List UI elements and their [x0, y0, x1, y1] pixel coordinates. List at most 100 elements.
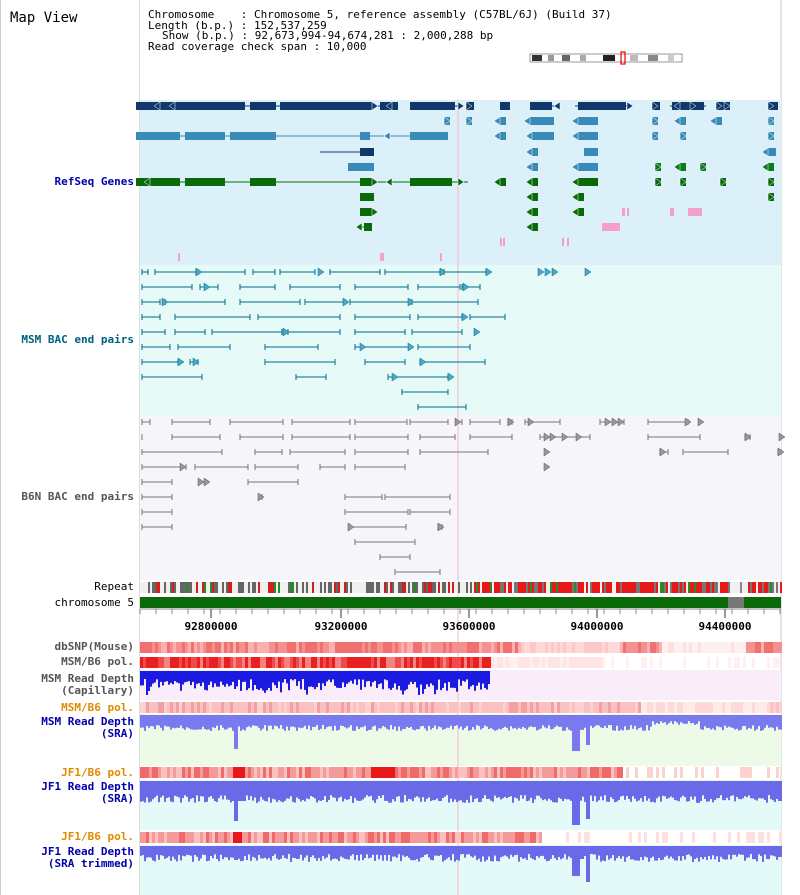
msmsra-bar: [732, 715, 734, 728]
jf1trim-bar: [746, 846, 748, 858]
jf1sra-bar: [772, 781, 774, 801]
jf1sra-bar: [166, 781, 168, 798]
jf1sra-bar: [626, 781, 628, 797]
repeat-element: [494, 582, 496, 593]
msm-b6-pol-track[interactable]: [140, 657, 779, 668]
pol3-cell: [344, 767, 347, 778]
pol3-cell: [650, 767, 653, 778]
capdepth-bar: [144, 671, 146, 680]
capdepth-bar: [436, 671, 438, 690]
pol2-cell: [626, 702, 629, 713]
repeat-element: [710, 582, 712, 593]
pol4-cell: [449, 832, 452, 843]
repeat-element: [666, 582, 668, 593]
msm-end-arrow: [407, 297, 415, 307]
pol1-cell: [497, 657, 500, 668]
pol3-cell: [197, 767, 200, 778]
msmsra-bar: [444, 715, 446, 729]
capdepth-bar: [204, 671, 206, 690]
gene-exon: [360, 208, 372, 216]
pol3-cell: [566, 767, 569, 778]
jf1trim-bar: [464, 846, 466, 858]
b6n-bac-pairs-track[interactable]: [141, 417, 786, 575]
jf1-b6-pol-track-2[interactable]: [140, 832, 782, 843]
jf1trim-bar: [236, 846, 238, 860]
dbsnp-cell: [308, 642, 311, 653]
repeat-element: [750, 582, 752, 593]
msmsra-bar: [530, 715, 532, 727]
jf1sra-bar: [684, 781, 686, 798]
pol4-cell: [749, 832, 752, 843]
msmsra-bar: [638, 715, 640, 729]
chromosome-bar[interactable]: [140, 597, 781, 608]
jf1sra-bar: [424, 781, 426, 802]
jf1sra-bar: [146, 781, 148, 798]
msm-sra-depth-track[interactable]: [140, 715, 782, 751]
pol4-cell: [317, 832, 320, 843]
jf1trim-bar: [390, 846, 392, 862]
pol1-cell: [404, 657, 407, 668]
jf1sra-bar: [588, 781, 590, 819]
pol2-cell: [257, 702, 260, 713]
jf1sra-bar: [594, 781, 596, 797]
jf1trim-bar: [458, 846, 460, 861]
capdepth-bar: [248, 671, 250, 689]
repeat-element: [210, 582, 212, 593]
jf1-b6-pol-track[interactable]: [140, 767, 779, 778]
jf1sra-bar: [338, 781, 340, 798]
repeat-element: [524, 582, 526, 593]
refseq-genes-track[interactable]: [136, 101, 778, 261]
repeat-element: [700, 582, 702, 593]
jf1sra-bar: [750, 781, 752, 799]
pol2-cell: [281, 702, 284, 713]
msmsra-bar: [730, 715, 732, 728]
dbsnp-cell: [575, 642, 578, 653]
jf1sra-bar: [544, 781, 546, 800]
jf1sra-bar: [764, 781, 766, 801]
pol4-cell: [173, 832, 176, 843]
pol2-cell: [491, 702, 494, 713]
repeat-element: [624, 582, 626, 593]
jf1sra-bar: [464, 781, 466, 803]
msmsra-bar: [582, 715, 584, 730]
msm-capillary-depth-track[interactable]: [140, 671, 490, 695]
repeat-element: [704, 582, 706, 593]
dbsnp-cell: [176, 642, 179, 653]
pol3-cell: [410, 767, 413, 778]
dbsnp-cell: [311, 642, 314, 653]
repeat-element: [240, 582, 242, 593]
label-jf1-depth-sra-2: (SRA): [100, 792, 134, 805]
jf1sra-bar: [778, 781, 780, 801]
pol1-cell: [503, 657, 506, 668]
pol3-cell: [167, 767, 170, 778]
pol2-cell: [308, 702, 311, 713]
jf1-trimmed-depth-track[interactable]: [140, 846, 782, 882]
pol2-cell: [758, 702, 761, 713]
jf1trim-bar: [530, 846, 532, 858]
repeat-element: [696, 582, 698, 593]
label-msm-depth-sra: MSM Read Depth (SRA): [41, 716, 134, 740]
repeat-track[interactable]: [140, 582, 782, 593]
pol2-cell: [707, 702, 710, 713]
jf1trim-bar: [194, 846, 196, 855]
jf1sra-bar: [432, 781, 434, 801]
pol2-cell: [629, 702, 632, 713]
msm-bac-pairs-track[interactable]: [141, 267, 592, 410]
jf1sra-bar: [314, 781, 316, 799]
msmsra-bar: [236, 715, 238, 749]
pol3-cell: [260, 767, 263, 778]
capdepth-bar: [426, 671, 428, 685]
pol1-cell: [473, 657, 476, 668]
dbsnp-track[interactable]: [140, 642, 782, 653]
dbsnp-cell: [395, 642, 398, 653]
jf1-sra-depth-track[interactable]: [140, 781, 782, 825]
label-jf1-b6-pol: JF1/B6 pol.: [61, 766, 134, 779]
pol4-cell: [149, 832, 152, 843]
jf1trim-bar: [642, 846, 644, 861]
b6n-end-arrow: [561, 432, 569, 442]
chromosome-ideogram[interactable]: [529, 51, 683, 65]
jf1trim-bar: [502, 846, 504, 857]
msm-b6-pol-track-2[interactable]: [140, 702, 782, 713]
msmsra-bar: [736, 715, 738, 729]
